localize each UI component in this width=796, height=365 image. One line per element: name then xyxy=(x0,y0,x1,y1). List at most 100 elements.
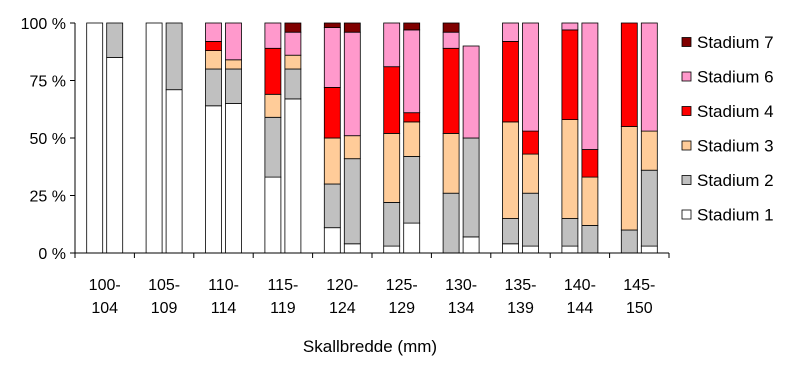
bar-segment-stadium-1 xyxy=(205,105,222,254)
bar-segment-stadium-1 xyxy=(403,222,421,254)
axes: 0 % 25 % 50 % 75 % 100 % 100- 104 105- 109 110- 11… xyxy=(21,16,670,317)
bar-segment-stadium-6 xyxy=(284,31,302,56)
bar-segment-stadium-6 xyxy=(205,22,222,42)
bar-segment-stadium-1 xyxy=(502,243,519,254)
bar-segment-stadium-7 xyxy=(343,22,361,33)
bar-segment-stadium-2 xyxy=(462,137,480,238)
bar-segment-stadium-4 xyxy=(205,41,222,52)
x-tick-label: 129 xyxy=(388,300,415,317)
bar-segment-stadium-2 xyxy=(205,68,222,107)
bar-segment-stadium-3 xyxy=(225,59,242,70)
bar-segment-stadium-4 xyxy=(522,130,539,155)
bar-segment-stadium-6 xyxy=(640,22,658,132)
bar-segment-stadium-2 xyxy=(640,169,658,247)
bar-segment-stadium-2 xyxy=(561,218,579,247)
bar-segment-stadium-4 xyxy=(561,29,579,120)
x-tick-label: 145- xyxy=(623,277,655,294)
bar-segment-stadium-3 xyxy=(205,50,222,70)
y-tick-label: 0 % xyxy=(38,246,66,263)
bar-segment-stadium-1 xyxy=(284,98,302,254)
x-tick-label: 139 xyxy=(507,300,534,317)
plot-area xyxy=(86,22,658,254)
bar-segment-stadium-6 xyxy=(343,31,361,137)
bar-segment-stadium-2 xyxy=(225,68,242,104)
x-tick-label: 115- xyxy=(267,277,298,294)
x-axis-title: Skallbredde (mm) xyxy=(303,337,437,356)
bar-segment-stadium-3 xyxy=(442,132,460,194)
x-tick-label: 125- xyxy=(386,277,418,294)
x-tick-label: 124 xyxy=(329,300,356,317)
bar-segment-stadium-2 xyxy=(502,218,519,245)
bar-segment-stadium-4 xyxy=(264,47,282,95)
bar-segment-stadium-3 xyxy=(343,135,361,160)
bar-segment-stadium-1 xyxy=(86,22,104,254)
bar-segment-stadium-1 xyxy=(522,245,539,254)
bar-segment-stadium-2 xyxy=(581,224,599,254)
bar-segment-stadium-2 xyxy=(383,201,401,247)
legend-label: Stadium 4 xyxy=(697,102,774,121)
bar-segment-stadium-1 xyxy=(145,22,163,254)
x-tick-label: 120- xyxy=(326,277,358,294)
bar-segment-stadium-6 xyxy=(403,29,421,114)
bar-segment-stadium-4 xyxy=(403,112,421,123)
bar-segment-stadium-3 xyxy=(383,132,401,203)
x-tick-label: 144 xyxy=(567,300,594,317)
x-tick-label: 134 xyxy=(448,300,475,317)
bar-segment-stadium-2 xyxy=(620,229,638,254)
bar-segment-stadium-1 xyxy=(561,245,579,254)
x-tick-label: 114 xyxy=(211,300,237,317)
bar-segment-stadium-2 xyxy=(323,183,341,229)
bar-segment-stadium-2 xyxy=(403,155,421,224)
bar-segment-stadium-7 xyxy=(403,22,421,31)
bar-segment-stadium-4 xyxy=(502,41,519,123)
bar-segment-stadium-1 xyxy=(383,245,401,254)
legend-swatch xyxy=(681,106,692,116)
legend-label: Stadium 2 xyxy=(697,171,774,190)
bar-segment-stadium-3 xyxy=(640,130,658,171)
x-tick-label: 140- xyxy=(564,277,596,294)
y-tick-label: 50 % xyxy=(30,131,66,148)
bar-segment-stadium-7 xyxy=(442,22,460,33)
x-tick-label: 150 xyxy=(626,300,653,317)
bar-segment-stadium-6 xyxy=(581,22,599,150)
bar-segment-stadium-6 xyxy=(462,45,480,139)
x-tick-label: 135- xyxy=(504,277,536,294)
bar-segment-stadium-1 xyxy=(165,89,183,254)
bar-segment-stadium-6 xyxy=(383,22,401,68)
bar-segment-stadium-1 xyxy=(323,227,341,254)
legend-label: Stadium 7 xyxy=(697,33,774,52)
x-tick-label: 110- xyxy=(208,277,239,294)
y-tick-label: 100 % xyxy=(21,16,66,33)
y-tick-label: 75 % xyxy=(30,74,66,91)
bar-segment-stadium-6 xyxy=(323,27,341,88)
bar-segment-stadium-3 xyxy=(502,121,519,219)
bar-segment-stadium-1 xyxy=(462,236,480,254)
bar-segment-stadium-2 xyxy=(343,158,361,245)
x-tick-label: 100- xyxy=(89,277,121,294)
legend-swatch xyxy=(681,71,692,82)
bar-segment-stadium-4 xyxy=(581,149,599,178)
bar-segment-stadium-2 xyxy=(442,192,460,254)
x-tick-label: 105- xyxy=(148,277,180,294)
legend-label: Stadium 3 xyxy=(697,137,774,156)
bar-segment-stadium-7 xyxy=(284,22,302,33)
legend-swatch xyxy=(681,37,692,47)
bar-segment-stadium-3 xyxy=(522,153,539,194)
legend-swatch xyxy=(681,175,692,185)
bar-segment-stadium-6 xyxy=(502,22,519,42)
bar-segment-stadium-1 xyxy=(264,176,282,254)
x-tick-label: 109 xyxy=(151,300,178,317)
legend-swatch xyxy=(681,209,692,220)
bar-segment-stadium-3 xyxy=(264,93,282,118)
bar-segment-stadium-4 xyxy=(442,47,460,134)
bar-segment-stadium-6 xyxy=(522,22,539,132)
bar-segment-stadium-2 xyxy=(165,22,183,91)
bar-segment-stadium-4 xyxy=(383,66,401,134)
legend-label: Stadium 1 xyxy=(697,206,774,225)
legend-label: Stadium 6 xyxy=(697,68,774,87)
bar-segment-stadium-6 xyxy=(442,31,460,49)
bar-segment-stadium-2 xyxy=(106,22,124,58)
bar-segment-stadium-3 xyxy=(403,121,421,157)
legend: Stadium 7 Stadium 6 Stadium 4 Stadium 3 Stad… xyxy=(681,33,774,225)
